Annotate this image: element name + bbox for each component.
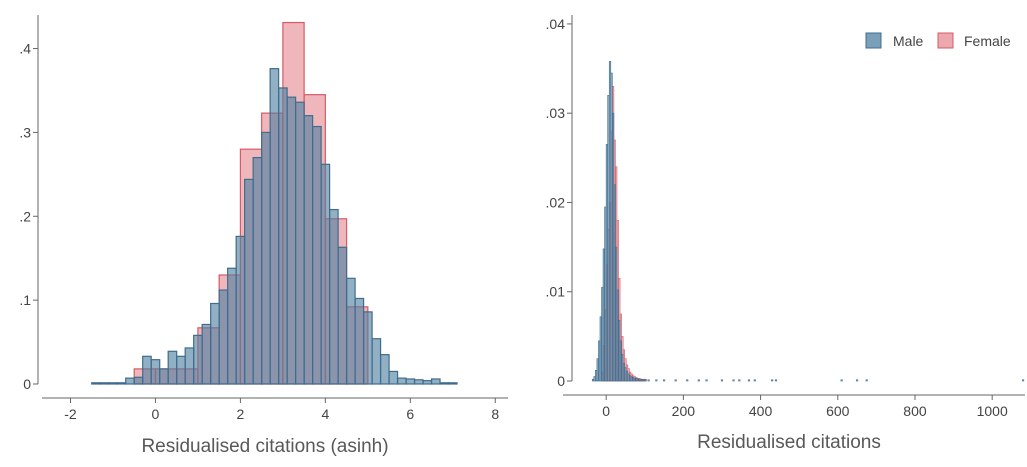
male-bar	[337, 246, 348, 385]
male-bar	[116, 382, 127, 385]
male-bar	[167, 350, 178, 385]
male-bar	[388, 370, 399, 385]
male-bar	[278, 87, 288, 385]
x-axis-title: Residualised citations	[697, 432, 881, 453]
male-bar	[738, 379, 741, 382]
male-bar	[142, 355, 152, 385]
male-bar	[439, 382, 450, 385]
male-bar	[261, 131, 271, 385]
x-tick-label: 1000	[977, 403, 1008, 419]
male-bar	[647, 379, 650, 382]
male-bar	[413, 379, 424, 385]
female-legend-swatch	[937, 32, 954, 49]
male-bar	[662, 379, 666, 382]
male-bar	[295, 101, 305, 385]
male-bar	[108, 382, 118, 385]
male-bar	[176, 355, 186, 385]
male-bar	[655, 379, 658, 382]
female-legend-label: Female	[964, 33, 1011, 49]
male-bar	[447, 382, 458, 385]
male-bar	[286, 96, 297, 385]
male-bar	[193, 334, 203, 385]
male-bar	[312, 125, 322, 385]
male-bar	[99, 382, 110, 385]
male-bar	[697, 379, 700, 382]
male-bar	[201, 323, 212, 385]
male-bar	[753, 379, 756, 382]
male-bars	[91, 68, 458, 385]
male-bar	[269, 68, 280, 385]
male-bar	[644, 379, 647, 382]
y-tick-label: 0	[23, 376, 31, 392]
x-tick-label: 800	[903, 403, 927, 419]
male-bar	[218, 289, 229, 385]
male-legend-swatch	[865, 32, 882, 49]
male-bar	[840, 379, 843, 382]
male-bar	[686, 379, 689, 382]
male-bar	[227, 267, 237, 385]
x-tick-label: 200	[672, 403, 696, 419]
male-bar	[235, 235, 246, 385]
male-bar	[320, 163, 331, 385]
y-tick-label: .1	[19, 292, 31, 308]
male-bar	[720, 379, 724, 382]
male-bar	[345, 277, 356, 385]
male-bar	[91, 382, 101, 385]
male-bar	[865, 379, 868, 382]
male-bar	[362, 311, 373, 385]
x-tick-label: 0	[152, 406, 160, 422]
x-tick-label: 6	[406, 406, 414, 422]
y-tick-label: .04	[546, 16, 566, 32]
left-histogram-panel: 0 .1 .2 .3 .4 -2 0 2 4 6 8 Residualised citations (…	[19, 15, 508, 457]
y-tick-label: .4	[19, 41, 31, 57]
male-bar	[1021, 379, 1025, 382]
male-bar	[133, 376, 144, 385]
male-bar	[430, 378, 441, 385]
y-tick-label: .03	[546, 105, 566, 121]
x-tick-label: 8	[491, 406, 499, 422]
male-bar	[856, 379, 859, 382]
male-bar	[732, 379, 735, 382]
x-tick-label: 600	[826, 403, 850, 419]
male-bar	[705, 379, 708, 382]
x-tick-label: 4	[321, 406, 329, 422]
male-bar	[774, 379, 778, 382]
male-bar	[771, 379, 774, 382]
male-bar	[252, 156, 263, 385]
y-tick-label: .02	[546, 194, 566, 210]
male-bar	[150, 359, 161, 385]
male-bar	[210, 302, 220, 385]
male-bar	[405, 378, 416, 385]
male-bar	[159, 368, 169, 385]
male-bar	[422, 380, 433, 385]
y-tick-label: .01	[546, 284, 566, 300]
male-bar	[244, 178, 254, 385]
y-tick-label: .2	[19, 208, 31, 224]
male-bar	[303, 115, 314, 385]
y-tick-label: .3	[19, 124, 31, 140]
right-histogram-panel: 0 .01 .02 .03 .04 0 200 400 600 800 1000 Residualis…	[546, 15, 1025, 453]
male-bar	[396, 377, 407, 385]
x-tick-label: 0	[602, 403, 610, 419]
x-tick-label: -2	[64, 406, 77, 422]
male-bars	[591, 61, 1025, 382]
male-bar	[674, 379, 677, 382]
male-bar	[184, 347, 195, 385]
male-bar	[379, 354, 390, 385]
x-axis-title: Residualised citations (asinh)	[141, 436, 388, 457]
x-tick-label: 2	[237, 406, 245, 422]
male-bar	[747, 379, 751, 382]
x-tick-label: 400	[749, 403, 773, 419]
y-tick-label: 0	[557, 373, 565, 389]
male-bar	[329, 208, 339, 385]
male-legend-label: Male	[893, 33, 924, 49]
legend: Male Female	[865, 32, 1011, 49]
male-bar	[354, 297, 365, 385]
male-bar	[125, 377, 135, 385]
male-bar	[371, 338, 382, 385]
